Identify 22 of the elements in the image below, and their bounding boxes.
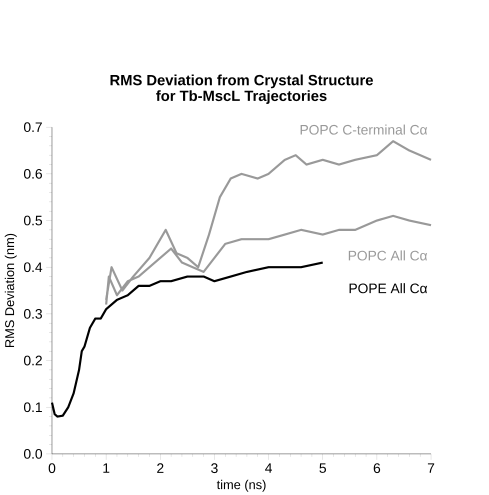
y-tick-label: 0.1: [24, 402, 42, 412]
x-tick-label: 0: [48, 463, 56, 474]
chart-title: RMS Deviation from Crystal Structure for Tb-MscL Trajectories: [110, 74, 374, 104]
text: POPE All Cα: [350, 283, 428, 294]
x-tick-label: 5: [320, 463, 326, 473]
y-tick-label: 0.0: [24, 449, 42, 459]
y-tick-label: 0.7: [24, 122, 42, 132]
x-tick-label: 2: [157, 463, 164, 473]
x-tick-label: 7: [428, 463, 434, 473]
y-tick-label: 0.2: [24, 356, 42, 366]
y-tick-label: 0.5: [24, 216, 42, 226]
x-axis-title: time (ns): [217, 480, 266, 492]
x-tick-label: 4: [265, 463, 272, 473]
x-tick-label: 6: [374, 463, 380, 474]
y-tick-label: 0.4: [24, 262, 42, 272]
series-label: POPC All Cα: [349, 250, 428, 261]
y-tick-label: 0.3: [24, 309, 42, 319]
series-label: POPC C-terminal Cα: [300, 124, 428, 135]
y-tick-label: 0.6: [24, 168, 42, 179]
y-axis-title: RMS Deviation (nm): [4, 234, 17, 348]
x-tick-label: 1: [104, 463, 110, 473]
x-tick-label: 3: [211, 463, 218, 474]
